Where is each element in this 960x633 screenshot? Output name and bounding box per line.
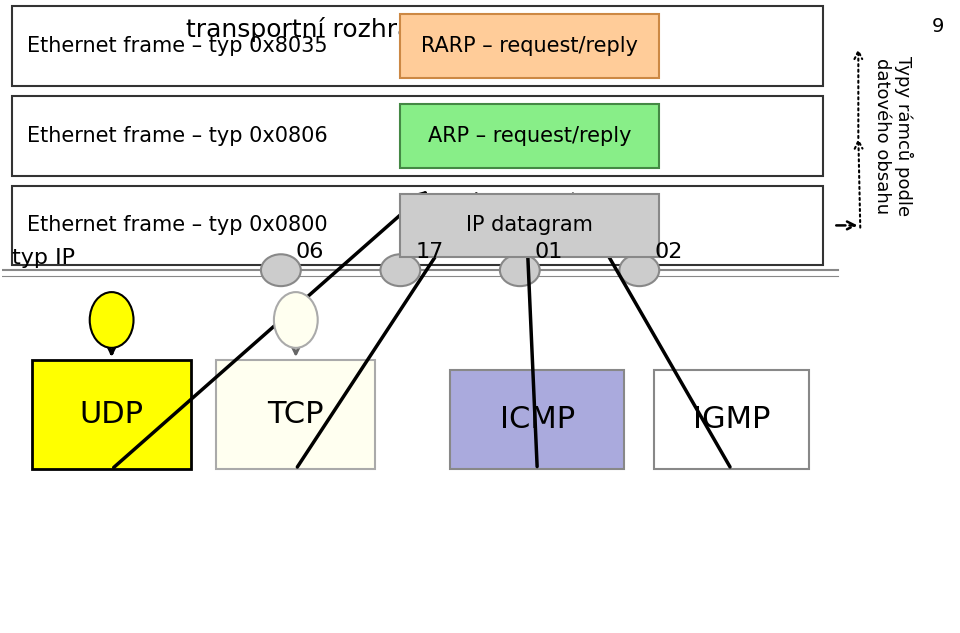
Ellipse shape [261,254,300,286]
Text: ICMP: ICMP [500,405,575,434]
Bar [400,104,660,168]
Ellipse shape [274,292,318,348]
Bar [400,15,660,78]
Text: Ethernet frame – typ 0x0800: Ethernet frame – typ 0x0800 [27,215,327,235]
Ellipse shape [500,254,540,286]
Bar [654,370,808,469]
Text: UDP: UDP [80,400,144,429]
Bar [12,185,824,265]
Ellipse shape [380,254,420,286]
Text: RARP – request/reply: RARP – request/reply [421,36,638,56]
Text: 01: 01 [535,242,564,262]
Bar [32,360,191,469]
Text: ARP – request/reply: ARP – request/reply [428,126,632,146]
Text: Typy rámců podle
datového obsahu: Typy rámců podle datového obsahu [874,56,913,216]
Text: 06: 06 [296,242,324,262]
Text: TCP: TCP [268,400,324,429]
Bar [216,360,375,469]
Text: Ethernet frame – typ 0x8035: Ethernet frame – typ 0x8035 [27,36,327,56]
Bar [12,6,824,86]
Bar [400,194,660,257]
Text: IP datagram: IP datagram [467,215,593,235]
Text: transportní rozhraní: transportní rozhraní [186,16,436,42]
Bar [12,96,824,175]
Ellipse shape [89,292,133,348]
Text: 17: 17 [416,242,444,262]
Text: 02: 02 [654,242,683,262]
Text: Ethernet frame – typ 0x0806: Ethernet frame – typ 0x0806 [27,126,327,146]
Text: typ IP: typ IP [12,248,75,268]
Text: IGMP: IGMP [693,405,770,434]
Bar [450,370,624,469]
Text: 9: 9 [932,17,945,36]
Ellipse shape [619,254,660,286]
